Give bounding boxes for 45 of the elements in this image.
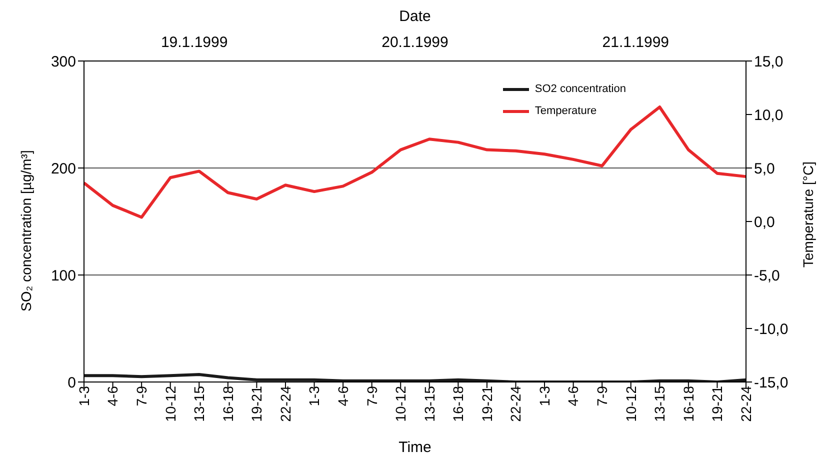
y2-tick-label: 15,0 xyxy=(754,53,784,70)
y-tick-label: 0 xyxy=(68,374,76,392)
x-axis-title: Time xyxy=(398,439,432,456)
y-tick-label: 300 xyxy=(50,53,76,70)
x-tick-label: 19-21 xyxy=(248,386,265,422)
x-tick-label: 22-24 xyxy=(508,386,524,422)
x-tick-label: 7-9 xyxy=(364,386,380,406)
x-tick-label: 1-3 xyxy=(306,386,322,406)
legend-label: SO2 concentration xyxy=(534,82,626,97)
legend-label: Temperature xyxy=(534,104,597,119)
text: 21.1.1999 xyxy=(601,34,670,51)
x-tick-label: 22-24 xyxy=(738,386,754,422)
y2-tick-label: -15,0 xyxy=(754,374,788,392)
line-series xyxy=(82,106,748,219)
x-tick-label: 13-15 xyxy=(191,386,208,422)
x2-axis-title: Date xyxy=(398,8,432,25)
y2-tick-label: 0,0 xyxy=(754,214,775,231)
x-tick-label: 22-24 xyxy=(277,386,294,422)
y-tick-label: 100 xyxy=(50,267,76,284)
y-tick-label: 200 xyxy=(50,160,76,178)
x-tick-label: 4-6 xyxy=(334,386,351,406)
x-tick-label: 1-3 xyxy=(76,386,92,406)
x-tick-label: 4-6 xyxy=(104,386,121,406)
y2-tick-label: -5,0 xyxy=(754,267,780,284)
x-tick-label: 7-9 xyxy=(134,386,150,406)
x-tick-label: 16-18 xyxy=(450,386,466,422)
x-tick-label: 19-21 xyxy=(478,386,495,422)
x-tick-label: 16-18 xyxy=(220,386,236,422)
y2-tick-label: 5,0 xyxy=(754,160,775,178)
text: 19.1.1999 xyxy=(160,34,229,51)
x-tick-label: 10-12 xyxy=(392,386,409,422)
x-tick-label: 13-15 xyxy=(421,386,438,422)
y2-tick-label: 10,0 xyxy=(754,106,784,124)
y-axis-title: SO₂ concentration [µg/m³] xyxy=(18,150,34,312)
x-tick-label: 1-3 xyxy=(536,386,552,406)
text: 20.1.1999 xyxy=(380,34,450,51)
y2-tick-label: -10,0 xyxy=(754,320,788,338)
y2-axis-title: Temperature [°C] xyxy=(800,162,816,268)
x-tick-label: 4-6 xyxy=(565,386,582,406)
x-tick-label: 10-12 xyxy=(622,386,639,422)
x-tick-label: 19-21 xyxy=(709,386,726,422)
x-tick-label: 13-15 xyxy=(652,386,668,422)
x-tick-label: 7-9 xyxy=(594,386,610,406)
x-tick-label: 16-18 xyxy=(680,386,696,422)
x-tick-label: 10-12 xyxy=(162,386,178,422)
